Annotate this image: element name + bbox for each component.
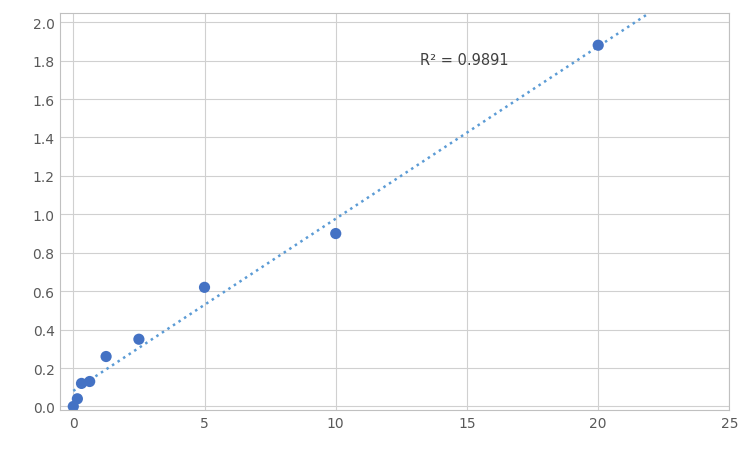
- Point: [71, 395, 83, 402]
- Point: [83, 378, 96, 385]
- Point: [67, 403, 79, 410]
- Point: [592, 42, 604, 50]
- Point: [133, 336, 145, 343]
- Point: [100, 353, 112, 360]
- Point: [75, 380, 87, 387]
- Text: R² = 0.9891: R² = 0.9891: [420, 53, 508, 68]
- Point: [329, 230, 341, 238]
- Point: [199, 284, 211, 291]
